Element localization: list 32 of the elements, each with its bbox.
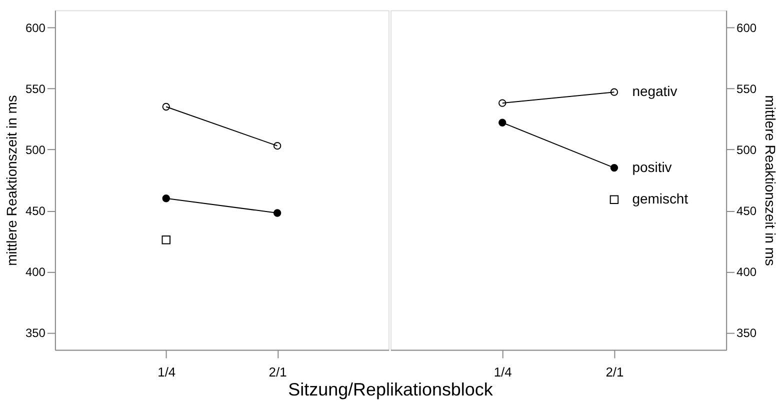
x-tick-label: 1/4	[158, 364, 176, 380]
y-tick-label: 550	[736, 82, 757, 96]
series-label: gemischt	[632, 190, 688, 207]
series-label: positiv	[632, 158, 672, 175]
point	[273, 142, 282, 150]
y-tick-label: 350	[25, 326, 46, 340]
x-tick-label: 2/1	[606, 364, 624, 380]
point	[162, 236, 170, 244]
y-tick-label: 350	[736, 326, 757, 340]
y-tick-label: 450	[25, 204, 46, 218]
y-axis-title: mittlere Reaktionszeit in ms	[762, 95, 779, 266]
point	[162, 102, 170, 111]
series-label: negativ	[632, 83, 678, 100]
y-tick-label: 400	[25, 265, 46, 280]
y-tick-label: 450	[736, 204, 757, 218]
y-tick-label: 500	[25, 142, 46, 157]
point	[498, 99, 506, 107]
point	[162, 194, 170, 202]
x-axis-title: Sitzung/Replikationsblock	[288, 379, 494, 400]
point	[610, 164, 618, 172]
x-tick-label: 2/1	[268, 364, 287, 380]
y-tick-label: 600	[25, 20, 46, 35]
y-tick-label: 400	[736, 265, 757, 280]
point	[273, 209, 282, 217]
y-tick-label: 600	[736, 20, 757, 35]
y-tick-label: 550	[25, 82, 46, 96]
point	[610, 88, 618, 96]
x-tick-label: 1/4	[494, 364, 512, 380]
point	[610, 195, 619, 204]
point	[498, 118, 506, 126]
y-tick-label: 500	[736, 142, 757, 157]
y-axis-title: mittlere Reaktionszeit in ms	[3, 95, 20, 266]
